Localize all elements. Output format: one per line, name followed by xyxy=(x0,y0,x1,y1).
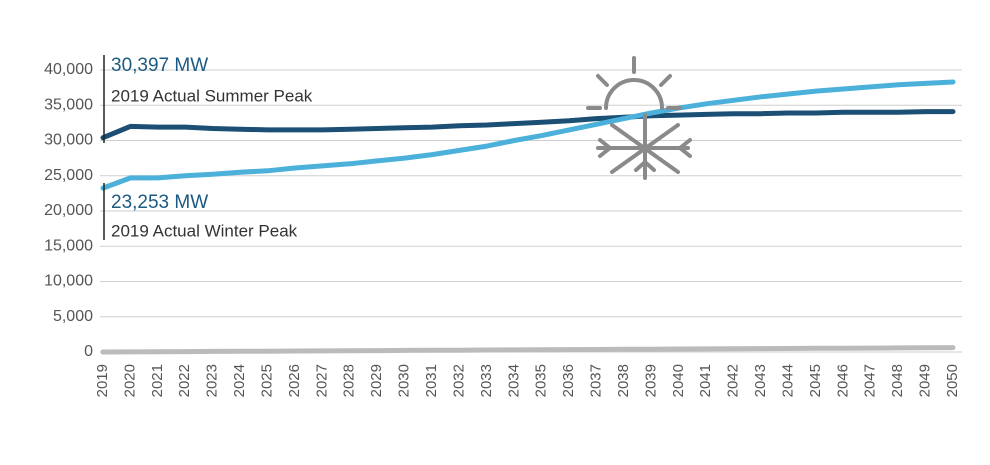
y-tick-label: 0 xyxy=(84,343,93,360)
x-tick-label: 2028 xyxy=(341,364,358,397)
x-tick-label: 2029 xyxy=(368,364,385,397)
series-line xyxy=(100,79,956,191)
x-tick-label: 2021 xyxy=(149,364,166,397)
series-line xyxy=(100,109,956,141)
x-tick-label: 2036 xyxy=(560,364,577,397)
x-tick-label: 2039 xyxy=(642,364,659,397)
x-tick-label: 2044 xyxy=(779,364,796,397)
x-tick-label: 2025 xyxy=(258,364,275,397)
x-tick-label: 2030 xyxy=(396,364,413,397)
series-line xyxy=(100,345,956,355)
x-tick-label: 2050 xyxy=(944,364,961,397)
y-tick-label: 30,000 xyxy=(44,132,93,149)
x-tick-label: 2031 xyxy=(423,364,440,397)
y-tick-label: 10,000 xyxy=(44,273,93,290)
annotation-text: 2019 Actual Summer Peak xyxy=(111,86,313,105)
y-tick-label: 20,000 xyxy=(44,202,93,219)
x-tick-label: 2023 xyxy=(204,364,221,397)
plot: 0 5,000 10,000 15,000 20,000 25,000 30,000 35,0… xyxy=(44,61,962,397)
annotation-text: 2019 Actual Winter Peak xyxy=(111,221,298,240)
x-tick-label: 2037 xyxy=(588,364,605,397)
x-tick-label: 2026 xyxy=(286,364,303,397)
annotation-value: 23,253 MW xyxy=(111,192,208,213)
x-tick-label: 2049 xyxy=(917,364,934,397)
x-tick-label: 2038 xyxy=(615,364,632,397)
x-tick-label: 2045 xyxy=(807,364,824,397)
x-tick-label: 2046 xyxy=(834,364,851,397)
x-tick-label: 2033 xyxy=(478,364,495,397)
x-tick-label: 2040 xyxy=(670,364,687,397)
x-tick-label: 2034 xyxy=(505,364,522,397)
y-tick-label: 25,000 xyxy=(44,167,93,184)
x-tick-label: 2048 xyxy=(889,364,906,397)
y-tick-label: 5,000 xyxy=(53,308,93,325)
weather-icon xyxy=(586,56,692,180)
x-tick-label: 2019 xyxy=(94,364,111,397)
x-tick-label: 2042 xyxy=(725,364,742,397)
x-tick-label: 2043 xyxy=(752,364,769,397)
x-tick-label: 2041 xyxy=(697,364,714,397)
x-tick-label: 2022 xyxy=(176,364,193,397)
x-tick-label: 2047 xyxy=(862,364,879,397)
x-tick-label: 2027 xyxy=(313,364,330,397)
y-tick-label: 40,000 xyxy=(44,61,93,78)
x-tick-label: 2020 xyxy=(121,364,138,397)
x-tick-label: 2035 xyxy=(533,364,550,397)
annotation-value: 30,397 MW xyxy=(111,55,208,76)
x-tick-label: 2032 xyxy=(450,364,467,397)
x-tick-label: 2024 xyxy=(231,364,248,397)
y-tick-label: 35,000 xyxy=(44,96,93,113)
y-tick-label: 15,000 xyxy=(44,237,93,254)
